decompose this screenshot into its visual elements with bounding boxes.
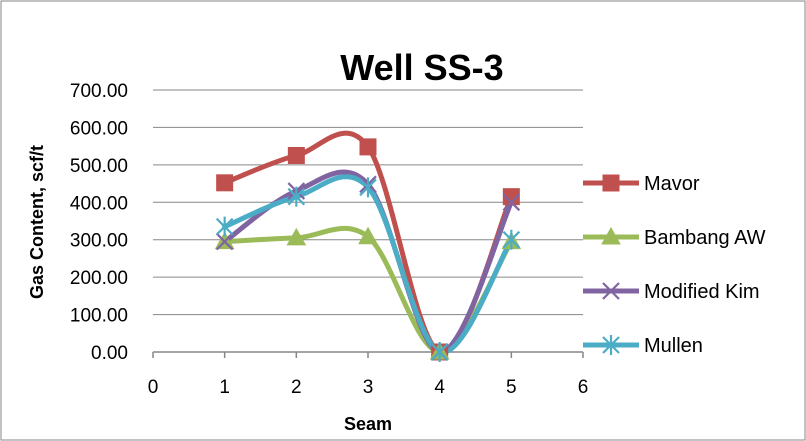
- x-tick-label: 1: [219, 377, 230, 398]
- x-tick-label: 4: [434, 377, 445, 398]
- y-tick-label: 700.00: [70, 81, 128, 102]
- legend-item-mullen: Mullen: [583, 335, 703, 357]
- data-point-mavor: [502, 188, 520, 206]
- y-tick-label: 500.00: [70, 156, 128, 177]
- y-axis-ticks: 0.00 100.00 200.00 300.00 400.00 500.00 600.00…: [70, 81, 128, 364]
- legend-marker: [602, 335, 620, 355]
- x-axis-ticks: 0 1 2 3 4 5 6: [148, 352, 589, 398]
- legend-label: Mullen: [644, 335, 703, 357]
- y-tick-label: 100.00: [70, 306, 128, 327]
- series-lines: [222, 130, 514, 355]
- data-point-modified-kim: [215, 232, 234, 251]
- data-point-bambang-aw: [286, 227, 307, 246]
- data-point-mullen: [215, 216, 234, 237]
- data-point-mavor: [359, 138, 377, 156]
- legend-marker: [602, 174, 620, 192]
- legend: Mavor Bambang AW Modified Kim Mullen: [583, 173, 766, 357]
- legend-label: Modified Kim: [644, 281, 760, 303]
- y-tick-label: 600.00: [70, 118, 128, 139]
- y-tick-label: 300.00: [70, 231, 128, 252]
- y-axis-title: Gas Content, scf/t: [27, 145, 47, 299]
- y-tick-label: 200.00: [70, 268, 128, 289]
- chart-title: Well SS-3: [340, 47, 503, 88]
- legend-marker: [602, 282, 620, 300]
- y-tick-label: 0.00: [91, 343, 128, 364]
- y-tick-label: 400.00: [70, 193, 128, 214]
- x-tick-label: 0: [148, 377, 159, 398]
- data-markers: [214, 138, 522, 362]
- data-point-mavor: [216, 174, 234, 192]
- data-point-bambang-aw: [358, 226, 378, 245]
- grid-lines: [153, 89, 583, 316]
- legend-label: Bambang AW: [644, 227, 766, 249]
- x-tick-label: 3: [363, 377, 374, 398]
- data-point-mullen: [502, 229, 521, 250]
- x-tick-label: 5: [506, 377, 517, 398]
- data-point-mullen: [359, 177, 377, 198]
- data-point-mullen: [430, 342, 449, 362]
- x-tick-label: 2: [291, 377, 302, 398]
- series-line-mullen: [222, 174, 514, 355]
- legend-item-modified-kim: Modified Kim: [583, 281, 760, 303]
- data-point-modified-kim: [502, 193, 521, 212]
- legend-label: Mavor: [644, 173, 700, 195]
- legend-marker: [601, 226, 621, 245]
- legend-item-bambang-aw: Bambang AW: [583, 226, 766, 249]
- x-axis-title: Seam: [344, 414, 392, 434]
- data-point-mavor: [287, 147, 305, 164]
- x-tick-label: 6: [578, 377, 589, 398]
- data-point-mullen: [287, 186, 306, 207]
- legend-item-mavor: Mavor: [583, 173, 700, 195]
